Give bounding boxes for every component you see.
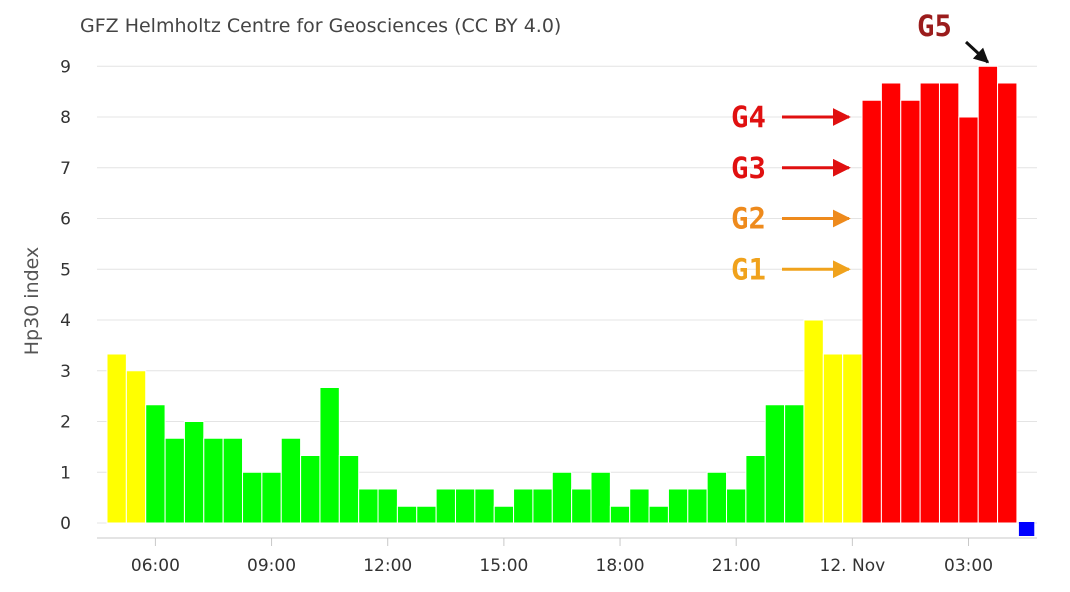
annotation-g2: G2: [731, 202, 766, 236]
y-tick-label: 9: [60, 57, 71, 77]
x-tick-label: 03:00: [944, 556, 993, 576]
bar: [648, 505, 669, 524]
x-tick-label: 21:00: [712, 556, 761, 576]
y-tick-labels: 0 1 2 3 4 5 6 7 8 9: [60, 57, 71, 534]
bar: [164, 437, 185, 524]
bar: [145, 404, 166, 524]
y-tick-label: 0: [60, 514, 71, 534]
bar: [183, 421, 205, 524]
annotation-g3: G3: [731, 151, 766, 185]
bar: [261, 471, 282, 524]
bar: [977, 65, 999, 524]
y-tick-label: 6: [60, 210, 71, 230]
annotation-g5-arrow: [964, 40, 989, 64]
bar: [416, 505, 437, 524]
bar: [900, 99, 921, 524]
bar: [319, 386, 340, 524]
bar: [474, 488, 495, 524]
bar: [590, 471, 611, 524]
bar: [667, 488, 689, 524]
axes: [97, 537, 1037, 546]
x-tick-label: 12:00: [363, 556, 412, 576]
bar: [861, 99, 882, 524]
x-tick-label: 12. Nov: [820, 556, 886, 576]
y-tick-label: 5: [60, 260, 71, 280]
storm-level-annotations: G5 G4 G3 G2 G1: [731, 9, 989, 286]
y-tick-label: 8: [60, 108, 71, 128]
bar: [222, 437, 244, 524]
x-tick-label: 06:00: [131, 556, 180, 576]
bar: [822, 353, 844, 524]
bar: [919, 82, 940, 524]
bar: [938, 82, 960, 524]
bar: [125, 370, 147, 524]
bar: [203, 437, 224, 524]
y-tick-label: 1: [60, 463, 71, 483]
x-tick-label: 18:00: [596, 556, 645, 576]
bar: [958, 116, 979, 524]
annotation-g4: G4: [731, 100, 766, 134]
bar: [1018, 522, 1035, 536]
bar: [764, 404, 786, 524]
bar: [532, 488, 553, 524]
bar: [396, 505, 418, 524]
y-tick-label: 4: [60, 311, 71, 331]
bar: [551, 471, 573, 524]
bar: [377, 488, 398, 524]
bar: [493, 505, 515, 524]
bar: [687, 488, 708, 524]
bar: [803, 319, 824, 524]
y-axis-label: Hp30 index: [21, 247, 43, 356]
bar: [106, 353, 127, 524]
bar: [706, 471, 728, 524]
bar: [513, 488, 534, 524]
x-tick-labels: 06:00 09:00 12:00 15:00 18:00 21:00 12. Nov 03:…: [131, 556, 993, 576]
bar: [997, 82, 1018, 524]
bar: [609, 505, 631, 524]
y-tick-label: 2: [60, 413, 71, 433]
bar: [280, 437, 302, 524]
bar: [242, 471, 263, 524]
y-tick-label: 7: [60, 159, 71, 179]
bar: [358, 488, 379, 524]
bar: [629, 488, 650, 524]
bar: [300, 455, 321, 524]
bar: [435, 488, 456, 524]
bar: [726, 488, 747, 524]
bar: [842, 353, 863, 524]
bar: [571, 488, 592, 524]
y-tick-label: 3: [60, 362, 71, 382]
annotation-g1: G1: [731, 252, 766, 286]
bar: [454, 488, 476, 524]
bar: [880, 82, 902, 524]
x-tick-label: 09:00: [247, 556, 296, 576]
chart-credit: GFZ Helmholtz Centre for Geosciences (CC…: [80, 15, 561, 37]
x-tick-label: 15:00: [479, 556, 528, 576]
bars: [106, 65, 1035, 536]
bar: [338, 455, 360, 524]
bar: [745, 455, 766, 524]
annotation-g5: G5: [917, 9, 952, 43]
bar: [784, 404, 805, 524]
